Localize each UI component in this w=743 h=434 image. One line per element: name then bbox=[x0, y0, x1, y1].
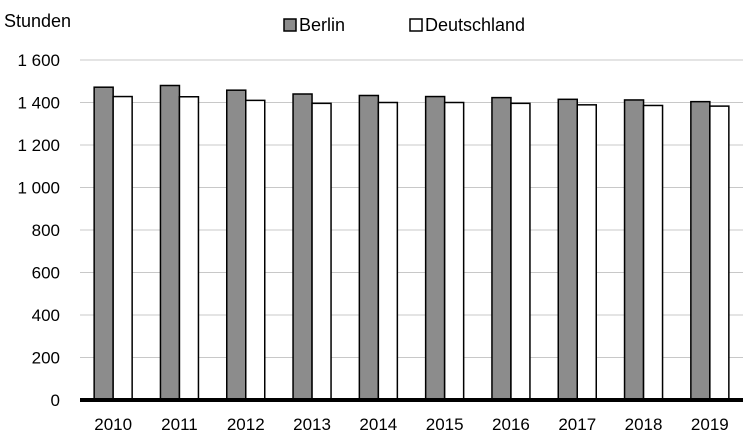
bar-deutschland-2018 bbox=[642, 104, 664, 401]
bar-deutschland-2019 bbox=[709, 105, 730, 401]
bar-deutschland-2017 bbox=[576, 104, 597, 401]
y-tick-label: 1 400 bbox=[17, 94, 60, 113]
x-tick-label: 2015 bbox=[426, 415, 464, 434]
x-tick-label: 2019 bbox=[691, 415, 729, 434]
legend-swatch-deutschland bbox=[409, 18, 423, 32]
bar-berlin-2018 bbox=[623, 99, 645, 401]
x-tick-label: 2011 bbox=[161, 415, 198, 434]
legend-swatch-berlin bbox=[283, 18, 297, 32]
bar-berlin-2013 bbox=[292, 93, 313, 401]
bar-deutschland-2013 bbox=[311, 102, 332, 401]
bar-deutschland-2015 bbox=[443, 101, 465, 401]
x-axis-ticks: 2010 2011 2012 2013 2014 2015 2016 2017 2018 2019 bbox=[94, 415, 729, 434]
x-tick-label: 2014 bbox=[359, 415, 397, 434]
legend-label-deutschland: Deutschland bbox=[425, 15, 525, 35]
y-tick-label: 1 200 bbox=[17, 136, 60, 155]
x-tick-label: 2010 bbox=[94, 415, 132, 434]
bar-berlin-2019 bbox=[690, 100, 711, 401]
x-tick-label: 2016 bbox=[492, 415, 530, 434]
bar-berlin-2015 bbox=[424, 95, 446, 401]
y-tick-label: 800 bbox=[32, 221, 60, 240]
y-axis-ticks: 0 200 400 600 800 1 000 1 200 1 400 1 600 bbox=[17, 51, 60, 410]
bar-deutschland-2012 bbox=[245, 99, 266, 401]
bar-deutschland-2016 bbox=[510, 102, 531, 401]
y-tick-label: 0 bbox=[51, 391, 60, 410]
y-tick-label: 1 600 bbox=[17, 51, 60, 70]
x-tick-label: 2017 bbox=[558, 415, 596, 434]
x-tick-label: 2012 bbox=[227, 415, 265, 434]
y-tick-label: 400 bbox=[32, 306, 60, 325]
x-tick-label: 2013 bbox=[293, 415, 331, 434]
legend-label-berlin: Berlin bbox=[299, 15, 345, 35]
bar-deutschland-2011 bbox=[178, 96, 200, 401]
bar-berlin-2017 bbox=[557, 98, 578, 401]
y-axis-label: Stunden bbox=[4, 11, 71, 31]
bar-deutschland-2010 bbox=[112, 95, 133, 401]
y-tick-label: 600 bbox=[32, 264, 60, 283]
x-tick-label: 2018 bbox=[625, 415, 663, 434]
bars bbox=[93, 84, 730, 401]
bar-berlin-2011 bbox=[159, 84, 181, 401]
bar-berlin-2010 bbox=[93, 86, 114, 401]
y-tick-label: 1 000 bbox=[17, 179, 60, 198]
bar-berlin-2012 bbox=[226, 89, 247, 401]
legend: Berlin Deutschland bbox=[283, 15, 525, 35]
y-tick-label: 200 bbox=[32, 349, 60, 368]
bar-deutschland-2014 bbox=[377, 101, 399, 401]
bar-berlin-2016 bbox=[491, 96, 512, 401]
bar-berlin-2014 bbox=[358, 94, 380, 401]
